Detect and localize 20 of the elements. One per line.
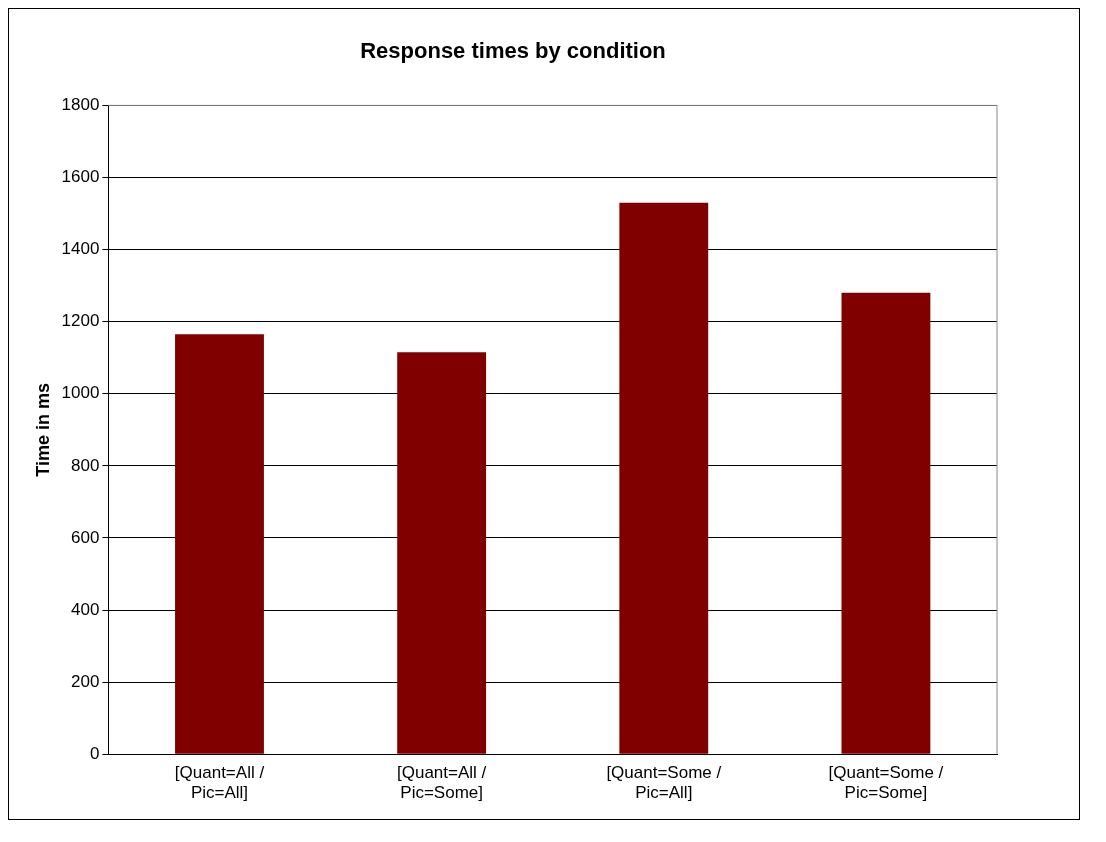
y-axis-title: Time in ms (32, 382, 53, 477)
x-tick-label: [Quant=Some / Pic=All] (606, 763, 722, 803)
bar (397, 352, 487, 754)
bar (841, 292, 931, 754)
y-tick-label: 400 (71, 599, 100, 619)
y-tick-label: 1000 (61, 383, 100, 403)
y-tick-label: 1600 (61, 167, 100, 187)
y-tick-label: 0 (89, 743, 100, 763)
x-tick-label: [Quant=All / Pic=All] (174, 763, 265, 803)
y-tick-label: 1400 (61, 239, 100, 259)
bar (175, 334, 264, 754)
bar (619, 202, 709, 754)
x-tick-label: [Quant=All / Pic=Some] (396, 763, 487, 803)
y-tick-label: 1800 (61, 95, 100, 115)
y-tick-label: 200 (71, 671, 100, 691)
x-tick-label: [Quant=Some / Pic=Some] (828, 763, 944, 803)
y-tick-label: 1200 (61, 311, 100, 331)
y-tick-label: 600 (71, 527, 100, 547)
y-tick-label: 800 (71, 455, 100, 475)
chart-title: Response times by condition (360, 38, 666, 64)
